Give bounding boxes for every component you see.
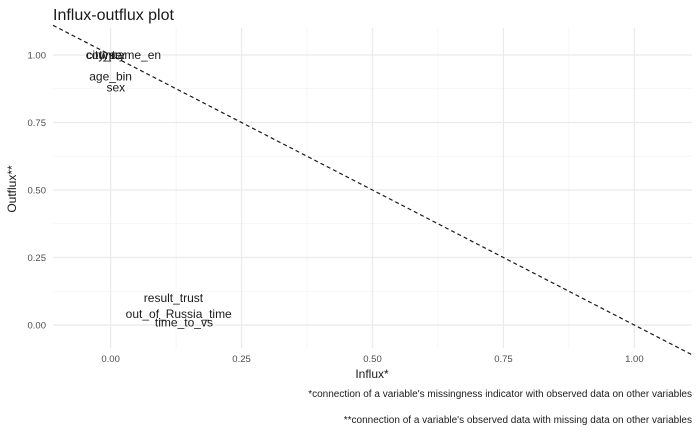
x-tick-label: 0.75 [494,354,513,365]
y-tick-label: 0.75 [28,118,47,129]
point-label: country [86,48,125,62]
x-axis-title: Influx* [355,367,389,381]
caption-outflux: **connection of a variable's observed da… [344,415,692,426]
point-label: sex [107,80,126,94]
x-tick-label: 1.00 [625,354,644,365]
y-tick-label: 0.25 [28,253,47,264]
y-tick-label: 0.00 [28,321,47,332]
x-tick-label: 0.25 [232,354,251,365]
point-label: result_trust [144,291,204,305]
x-tick-label: 0.50 [363,354,382,365]
point-label: time_to_vs [155,315,213,329]
point-label: age_bin [89,70,132,84]
reference-line-layer [52,24,693,356]
chart-title: Influx-outflux plot [53,7,175,24]
y-axis-title: Outflux** [5,165,19,213]
point-label: out_of_Russia_time [126,307,232,321]
point-label: city_name_en [86,48,161,62]
tick-label-layer: 0.00 0.25 0.50 0.75 1.00 0.00 0.25 0.50 0.75 1.00 [28,51,644,365]
reference-line [52,24,693,356]
grid-layer [53,28,692,348]
y-tick-label: 0.50 [28,186,47,197]
caption-influx: *connection of a variable's missingness … [308,389,692,400]
y-tick-label: 1.00 [28,51,47,62]
x-tick-label: 0.00 [101,354,120,365]
point-label: type [99,48,122,62]
